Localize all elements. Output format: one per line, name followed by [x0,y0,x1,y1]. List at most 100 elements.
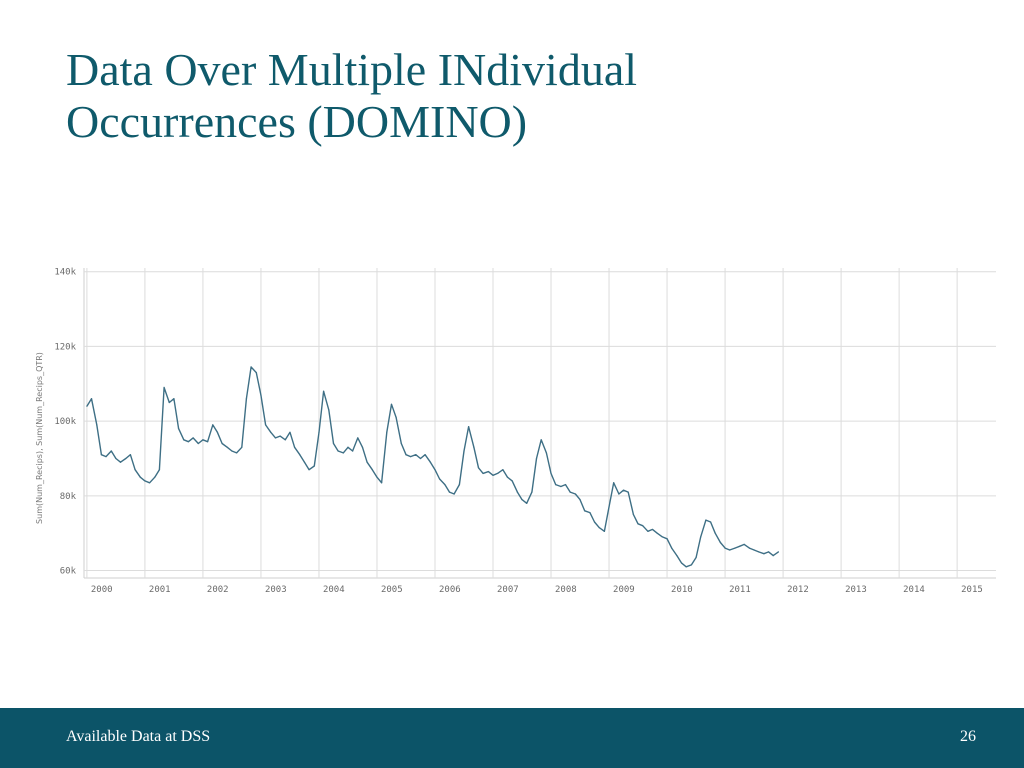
data-point [129,454,132,456]
data-point [241,446,243,448]
data-point [690,564,693,566]
data-point [647,530,649,532]
data-point [328,409,330,411]
data-point [719,541,722,544]
data-point [550,472,552,475]
data-point [473,446,475,448]
footer-text: Available Data at DSS [66,728,211,745]
data-point [86,405,88,407]
y-tick-label: 120k [54,342,76,352]
data-point [395,416,397,418]
data-point [482,472,484,475]
data-point [299,454,301,456]
data-point [318,431,320,433]
x-tick-label: 2012 [787,585,809,595]
data-point [448,491,451,493]
data-point [439,478,441,480]
data-point [303,461,306,463]
data-point [100,454,103,456]
data-point [671,547,673,549]
data-point [235,452,238,454]
data-point [400,442,402,445]
data-point [709,521,712,523]
data-point [405,454,407,456]
data-point [226,446,228,448]
chart-grid [83,268,996,579]
data-point [279,435,281,437]
data-point [676,554,678,557]
y-tick-label: 80k [60,492,77,502]
data-point [177,428,180,430]
data-point [342,452,344,454]
data-point [139,476,141,478]
data-point [337,450,339,452]
data-point [347,446,349,448]
data-point [115,457,117,460]
data-point [748,547,751,549]
data-point [569,491,571,493]
x-tick-label: 2003 [265,585,287,595]
x-tick-label: 2004 [323,585,345,595]
data-point [366,461,368,463]
data-point [192,437,194,439]
data-point [458,484,460,486]
data-point [221,442,223,445]
y-axis-label: Sum(Num_Recips), Sum(Num_Recips_QTR) [35,352,44,524]
data-point [477,467,480,469]
data-point [105,456,107,458]
data-point [429,461,431,463]
data-point [584,510,586,512]
data-point [618,493,620,495]
x-tick-label: 2014 [903,585,925,595]
data-point [487,470,489,473]
data-point [361,446,364,448]
data-point [589,512,591,514]
x-tick-label: 2013 [845,585,867,595]
data-point [255,371,257,374]
data-point [134,469,136,471]
data-point [506,476,509,478]
y-axis-ticks: 140k 120k 100k 80k 60k [54,268,76,577]
data-point [680,562,683,564]
data-point [212,424,214,426]
chart-series [86,366,780,568]
data-point [371,469,373,471]
data-point [535,457,538,460]
data-point [651,528,654,531]
data-point [260,394,262,396]
data-point [705,519,707,521]
data-point [332,442,335,445]
data-point [632,513,635,516]
data-point [753,549,755,551]
data-point [758,551,760,553]
x-tick-label: 2002 [207,585,229,595]
data-point [734,547,736,549]
data-point [545,452,547,454]
y-tick-label: 60k [60,567,77,577]
data-point [202,439,204,441]
slide-title-line-1: Data Over Multiple INdividual [66,44,638,95]
data-point [521,498,523,501]
y-tick-label: 100k [54,417,76,427]
data-point [463,450,465,452]
data-point [264,424,267,426]
data-point [593,521,596,523]
data-point [540,439,542,441]
data-point [381,482,383,484]
data-point [168,401,170,404]
x-tick-label: 2008 [555,585,577,595]
data-point [637,523,639,525]
data-point [352,450,354,452]
data-point [700,536,702,538]
data-point [183,439,185,441]
data-point [724,547,726,549]
data-point [293,446,296,448]
data-point [390,403,393,405]
data-point [502,469,504,471]
data-point [511,480,513,482]
data-point [197,442,199,445]
data-point [560,485,562,488]
data-point [144,480,146,482]
data-point [119,461,122,463]
